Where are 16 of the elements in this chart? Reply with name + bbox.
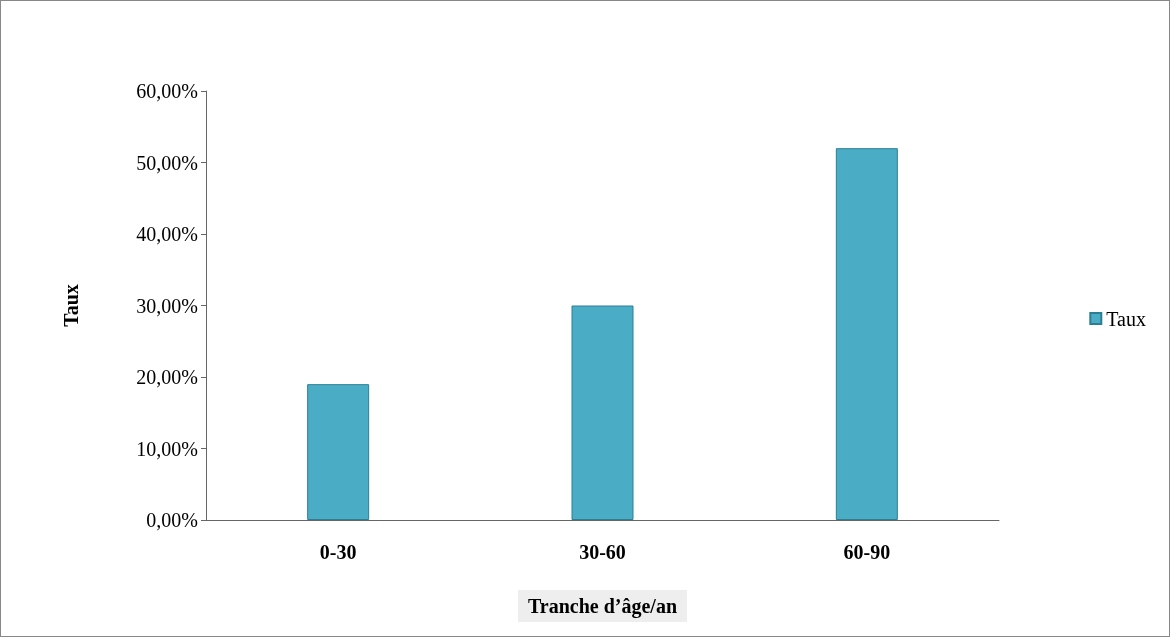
y-tick-label: 0,00% bbox=[146, 509, 198, 531]
bar bbox=[571, 305, 634, 520]
x-axis-title: Tranche d’âge/an bbox=[527, 595, 678, 618]
y-axis-title: Taux bbox=[60, 284, 82, 327]
y-tick-label: 20,00% bbox=[136, 366, 198, 388]
legend-label: Taux bbox=[1106, 307, 1147, 330]
y-tick-label: 50,00% bbox=[136, 151, 198, 174]
y-tick-label: 10,00% bbox=[136, 437, 198, 460]
bar bbox=[835, 148, 898, 520]
y-tick-label: 30,00% bbox=[136, 294, 198, 317]
x-tick-label: 0-30 bbox=[319, 541, 357, 563]
y-tick-label: 40,00% bbox=[136, 223, 198, 245]
bar bbox=[307, 384, 370, 520]
x-tick-label: 30-60 bbox=[579, 541, 626, 563]
x-tick-label: 60-90 bbox=[843, 541, 891, 563]
y-tick-label: 60,00% bbox=[136, 80, 198, 102]
